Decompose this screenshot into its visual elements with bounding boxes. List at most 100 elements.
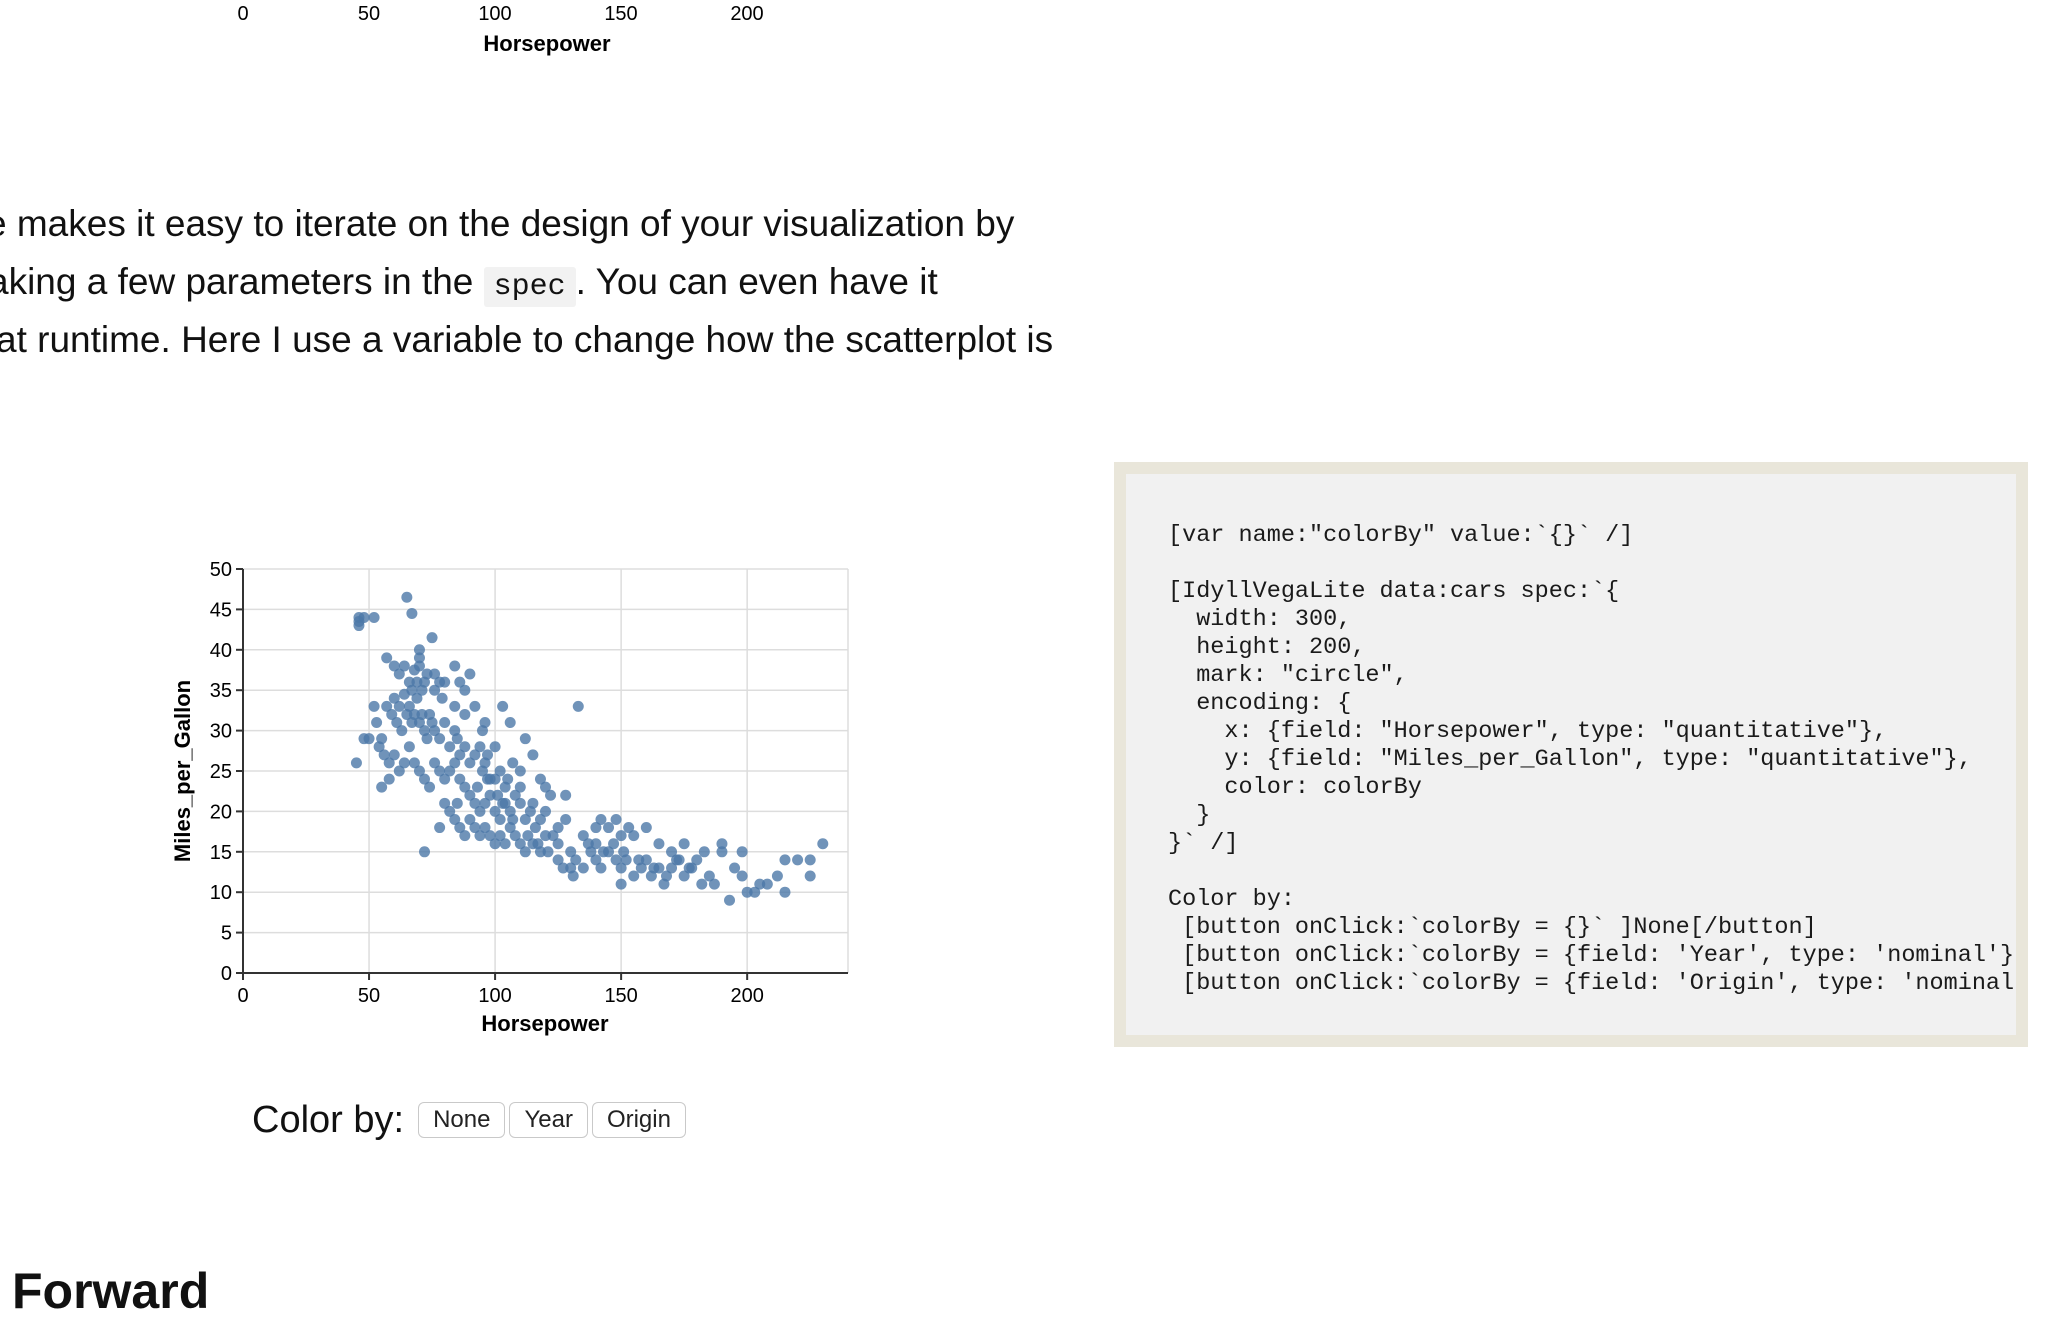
data-point bbox=[411, 692, 423, 704]
data-point bbox=[618, 846, 630, 858]
data-point bbox=[595, 813, 607, 825]
data-point bbox=[729, 862, 741, 874]
y-tick-label: 35 bbox=[210, 680, 232, 702]
data-point bbox=[464, 757, 476, 769]
data-point bbox=[416, 708, 428, 720]
data-point bbox=[540, 781, 551, 793]
data-point bbox=[469, 749, 481, 761]
data-point bbox=[464, 789, 476, 801]
data-point bbox=[716, 838, 728, 850]
data-point bbox=[666, 846, 678, 858]
data-point bbox=[416, 684, 428, 696]
data-point bbox=[507, 757, 519, 769]
data-point bbox=[474, 741, 486, 753]
data-point bbox=[504, 717, 516, 729]
data-point bbox=[474, 805, 486, 817]
x-axis-title: Horsepower bbox=[481, 1011, 609, 1036]
x-tick-label: 100 bbox=[478, 985, 511, 1007]
data-point bbox=[804, 870, 816, 882]
data-point bbox=[590, 838, 602, 850]
y-tick-label: 25 bbox=[210, 761, 232, 783]
data-point bbox=[419, 773, 430, 785]
data-point bbox=[527, 797, 539, 809]
data-point bbox=[439, 676, 451, 688]
data-point bbox=[381, 700, 393, 712]
data-point bbox=[436, 692, 448, 704]
data-point bbox=[368, 611, 380, 623]
data-point bbox=[595, 862, 607, 874]
data-point bbox=[577, 862, 589, 874]
data-point bbox=[673, 854, 685, 866]
data-point bbox=[497, 797, 509, 809]
data-point bbox=[403, 741, 415, 753]
data-point bbox=[459, 781, 471, 793]
y-tick-label: 45 bbox=[210, 599, 232, 621]
data-point bbox=[519, 813, 531, 825]
color-by-none-button[interactable]: None bbox=[418, 1102, 506, 1138]
data-point bbox=[413, 652, 425, 664]
data-point bbox=[459, 830, 471, 842]
data-point bbox=[532, 838, 544, 850]
inline-code-spec: spec bbox=[483, 267, 576, 307]
data-point bbox=[519, 733, 531, 745]
data-point bbox=[373, 741, 385, 753]
color-by-year-button[interactable]: Year bbox=[509, 1102, 588, 1138]
data-point bbox=[610, 854, 622, 866]
data-point bbox=[754, 878, 766, 890]
data-point bbox=[454, 773, 466, 785]
y-axis-title: Miles_per_Gallon bbox=[170, 680, 195, 862]
data-point bbox=[502, 773, 514, 785]
data-point bbox=[421, 733, 433, 745]
previous-chart-axis-svg: 0 50 100 150 200 Horsepower bbox=[237, 3, 763, 56]
data-point bbox=[817, 838, 829, 850]
data-point bbox=[761, 878, 773, 890]
data-point bbox=[429, 725, 441, 737]
data-point bbox=[603, 822, 615, 834]
data-point bbox=[449, 757, 461, 769]
color-by-origin-button[interactable]: Origin bbox=[591, 1102, 686, 1138]
data-point bbox=[451, 733, 463, 745]
data-point bbox=[633, 854, 645, 866]
data-point bbox=[419, 846, 430, 858]
data-point bbox=[590, 854, 602, 866]
data-point bbox=[459, 684, 471, 696]
data-point bbox=[560, 813, 572, 825]
data-point bbox=[424, 781, 436, 793]
data-point bbox=[749, 886, 761, 898]
data-point bbox=[540, 805, 551, 817]
data-point bbox=[514, 838, 526, 850]
data-point bbox=[540, 830, 551, 842]
y-tick-label: 10 bbox=[210, 882, 232, 904]
data-point bbox=[439, 717, 451, 729]
data-point bbox=[469, 822, 481, 834]
data-point bbox=[514, 765, 526, 777]
y-tick-label: 20 bbox=[210, 801, 232, 823]
data-point bbox=[439, 773, 451, 785]
data-point bbox=[403, 700, 415, 712]
data-point bbox=[514, 797, 526, 809]
data-point bbox=[381, 652, 393, 664]
data-point bbox=[476, 725, 488, 737]
data-point bbox=[597, 846, 609, 858]
data-point bbox=[444, 805, 456, 817]
data-point bbox=[489, 805, 501, 817]
data-point bbox=[411, 676, 423, 688]
data-point bbox=[454, 822, 466, 834]
data-point bbox=[479, 797, 491, 809]
data-point bbox=[519, 846, 531, 858]
x-tick-label: 0 bbox=[237, 3, 248, 25]
data-point bbox=[429, 684, 441, 696]
data-point bbox=[804, 854, 816, 866]
data-point bbox=[383, 773, 395, 785]
data-point bbox=[391, 717, 403, 729]
data-point bbox=[708, 878, 720, 890]
data-point bbox=[429, 668, 441, 680]
data-point bbox=[542, 846, 554, 858]
data-point bbox=[482, 749, 494, 761]
data-point bbox=[552, 822, 564, 834]
paragraph-line-2: aking a few parameters in the spec. You … bbox=[0, 253, 1080, 311]
data-point bbox=[552, 838, 564, 850]
data-point bbox=[779, 886, 791, 898]
data-point bbox=[509, 830, 521, 842]
data-point bbox=[577, 830, 589, 842]
